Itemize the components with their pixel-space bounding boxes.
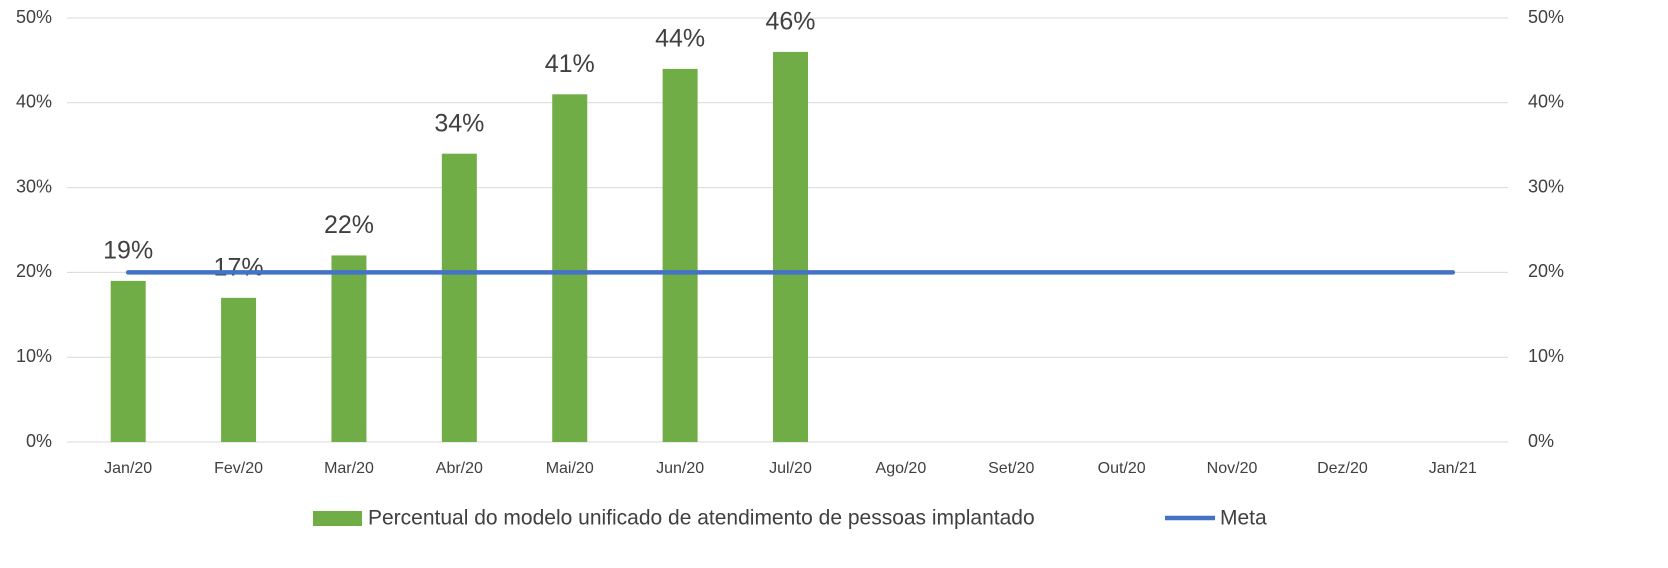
bar [221,297,257,442]
y2-tick-label: 40% [1528,92,1564,112]
data-label: 41% [545,50,595,78]
x-tick-label: Jun/20 [656,460,704,477]
y2-tick-label: 10% [1528,346,1564,366]
y-tick-label: 10% [16,346,52,366]
x-tick-label: Dez/20 [1317,460,1368,477]
bar [662,68,698,442]
bar [773,51,808,443]
x-tick-label: Mai/20 [546,460,594,477]
x-tick-label: Jul/20 [769,460,812,477]
y2-tick-label: 20% [1528,261,1564,281]
x-tick-label: Jan/20 [104,460,152,477]
legend-swatch [313,511,362,526]
x-tick-label: Set/20 [988,460,1034,477]
x-tick-label: Mar/20 [324,460,374,477]
data-label: 22% [324,211,374,239]
bar [110,280,146,442]
x-tick-label: Ago/20 [876,460,927,477]
x-tick-label: Fev/20 [214,460,263,477]
y-tick-label: 40% [16,92,52,112]
y2-tick-label: 50% [1528,7,1564,27]
y-tick-label: 20% [16,261,52,281]
legend-label: Percentual do modelo unificado de atendi… [368,507,1035,530]
data-label: 34% [434,109,484,137]
y2-tick-label: 0% [1528,431,1554,451]
y2-tick-label: 30% [1528,176,1564,196]
bar [552,94,588,442]
x-tick-label: Out/20 [1098,460,1146,477]
bar [441,153,477,442]
data-label: 19% [103,236,153,264]
data-label: 17% [214,253,264,281]
y-tick-label: 50% [16,7,52,27]
x-tick-label: Jan/21 [1429,460,1477,477]
x-tick-label: Abr/20 [436,460,483,477]
legend-label: Meta [1220,507,1267,530]
x-tick-label: Nov/20 [1207,460,1258,477]
data-label: 44% [655,24,705,52]
y-tick-label: 0% [26,431,52,451]
data-label: 46% [765,8,815,36]
bar [331,255,367,442]
y-tick-label: 30% [16,176,52,196]
